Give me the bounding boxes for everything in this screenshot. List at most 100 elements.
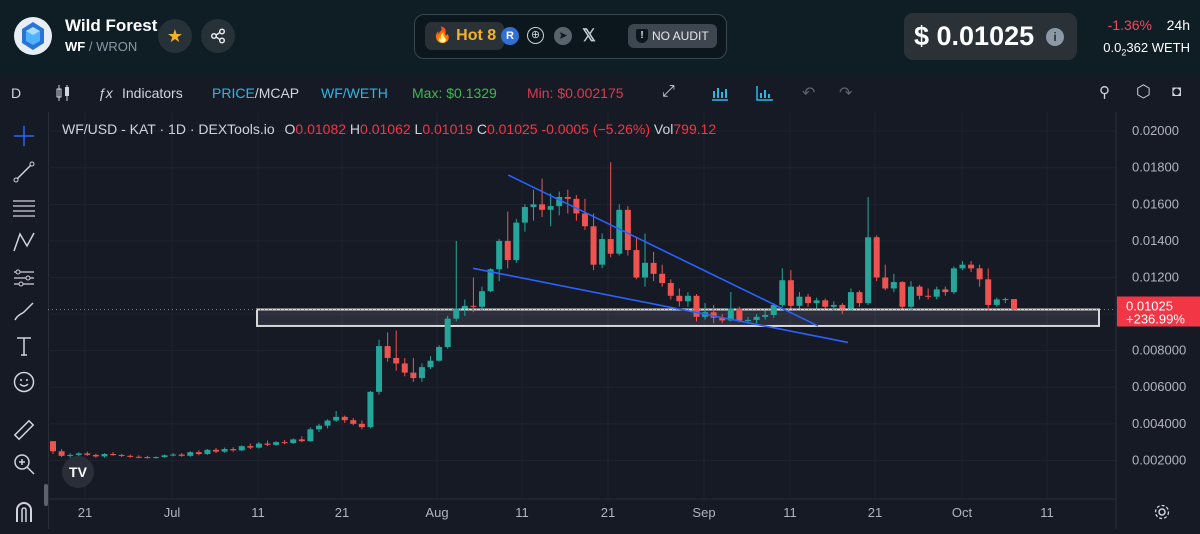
candle-body	[496, 240, 503, 270]
pair-toggle[interactable]: WF/WETH	[321, 85, 388, 101]
candle-body	[376, 346, 383, 392]
pattern-icon[interactable]	[12, 230, 36, 254]
weth-label: WETH	[1151, 40, 1190, 55]
zoom-icon[interactable]	[12, 452, 36, 476]
volume-icon	[756, 86, 773, 101]
candle-body	[513, 222, 520, 261]
candle-body	[985, 279, 992, 305]
bar-chart-icon	[712, 88, 728, 101]
support-zone	[256, 308, 1100, 327]
shield-alert-icon: !	[636, 29, 648, 43]
low-key: L	[414, 121, 423, 137]
fullscreen-icon[interactable]: ⤢	[662, 83, 675, 100]
chart-title: WF/USD - KAT · 1D · DEXTools.io	[62, 121, 275, 137]
candle-type-button[interactable]	[55, 84, 71, 105]
weth-price-zeros: 2	[1121, 47, 1127, 58]
price-mcap-toggle[interactable]: PRICE/MCAP	[212, 85, 300, 101]
candle-body	[933, 289, 940, 297]
candlestick-chart[interactable]: 0.02000 0.01800 0.01600 0.01400 0.01200 0.010…	[48, 112, 1200, 529]
mcap-toggle[interactable]: MCAP	[258, 85, 300, 101]
info-icon[interactable]: i	[1046, 28, 1064, 46]
candle-body	[667, 282, 674, 296]
candle-body	[264, 443, 271, 445]
favorite-button[interactable]: ★	[158, 19, 192, 53]
ruler-icon[interactable]	[12, 418, 36, 442]
candle-body	[762, 314, 769, 317]
hot-rank-label: Hot 8	[456, 27, 497, 44]
candle-body	[882, 277, 889, 289]
candle-body	[341, 416, 348, 421]
undo-icon[interactable]: ↶	[802, 85, 816, 102]
camera-icon[interactable]: ◘	[1172, 83, 1182, 100]
weth-price: 0.02362 WETH	[1103, 40, 1190, 58]
candle-body	[84, 453, 91, 455]
candle-body	[890, 282, 897, 289]
candle-body	[427, 360, 434, 368]
candle-body	[290, 439, 297, 444]
candle-body	[118, 454, 125, 456]
hot-rank-badge[interactable]: 🔥 Hot 8	[425, 22, 505, 50]
candle-body	[856, 292, 863, 304]
no-audit-badge[interactable]: ! NO AUDIT	[628, 24, 717, 48]
drawing-toolbar	[0, 112, 49, 529]
candle-body	[616, 209, 623, 254]
interval-selector[interactable]: D	[11, 85, 22, 101]
brush-icon[interactable]	[12, 300, 36, 324]
website-icon[interactable]: ⊕	[527, 27, 544, 44]
candle-body	[110, 454, 117, 456]
price-chart[interactable]: 0.02000 0.01800 0.01600 0.01400 0.01200 0.010…	[48, 112, 1200, 529]
no-audit-label: NO AUDIT	[652, 29, 709, 43]
candle-body	[75, 453, 82, 455]
x-twitter-icon[interactable]: 𝕏	[582, 26, 596, 45]
candle-body	[650, 262, 657, 274]
candle-body	[805, 296, 812, 304]
settings-gear-icon[interactable]: ⬡	[1136, 82, 1151, 101]
candle-body	[959, 264, 966, 269]
open-value: 0.01082	[295, 121, 347, 137]
candles-icon	[56, 85, 69, 101]
tradingview-logo[interactable]: TV	[62, 456, 94, 488]
ohlc-legend: WF/USD - KAT · 1D · DEXTools.io O0.01082…	[62, 121, 716, 137]
explorer-icon[interactable]: R	[501, 27, 519, 45]
candle-body	[521, 207, 528, 223]
candle-body	[367, 391, 374, 428]
y-tick-label: 0.01200	[1132, 269, 1179, 284]
candle-body	[393, 357, 400, 364]
chart-settings-icon[interactable]	[1154, 504, 1170, 520]
candle-body	[710, 312, 717, 318]
bars-chart-button[interactable]	[711, 85, 729, 104]
indicators-button[interactable]: Indicators	[122, 85, 183, 101]
trend-line-icon[interactable]	[12, 160, 36, 184]
candle-body	[599, 239, 606, 265]
emoji-icon[interactable]	[12, 370, 36, 394]
crosshair-icon[interactable]	[12, 124, 36, 148]
candle-body	[813, 300, 820, 304]
fib-icon[interactable]	[12, 196, 36, 220]
candle-body	[530, 204, 537, 208]
search-zoom-icon[interactable]: ⚲	[1099, 84, 1110, 101]
share-button[interactable]	[201, 19, 235, 53]
prediction-icon[interactable]	[12, 266, 36, 290]
share-icon	[210, 28, 226, 44]
x-tick-label: Sep	[692, 505, 715, 520]
price-toggle[interactable]: PRICE	[212, 85, 255, 101]
candle-body	[161, 455, 168, 458]
telegram-icon[interactable]: ➤	[554, 27, 572, 45]
candle-body	[307, 429, 314, 442]
redo-icon[interactable]: ↷	[839, 85, 853, 102]
candle-body	[487, 269, 494, 292]
magnet-icon[interactable]	[12, 500, 36, 524]
candle-body	[993, 299, 1000, 305]
token-badges-panel: 🔥 Hot 8 R ⊕ ➤ 𝕏 ! NO AUDIT	[414, 14, 727, 59]
candle-body	[213, 449, 220, 452]
candle-body	[539, 204, 546, 210]
candle-body	[453, 308, 460, 319]
candle-body	[942, 289, 949, 293]
last-price-change: +236.99%	[1126, 312, 1185, 327]
toolbar-scrollbar[interactable]	[44, 484, 48, 506]
volume-chart-button[interactable]	[756, 85, 774, 104]
x-tick-label: Oct	[952, 505, 973, 520]
candle-body	[436, 347, 443, 361]
text-icon[interactable]	[12, 334, 36, 358]
close-value: 0.01025	[486, 121, 538, 137]
